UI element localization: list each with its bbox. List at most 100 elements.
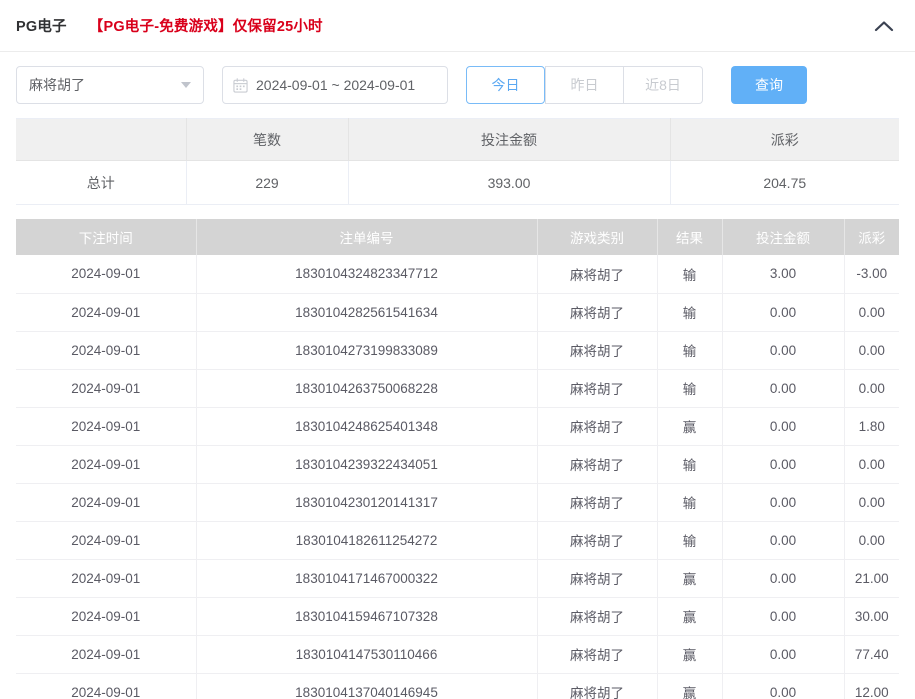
page-title: PG电子 [16,19,67,35]
cell-result: 赢 [657,597,723,636]
cell-category: 麻将胡了 [537,483,658,522]
table-row[interactable]: 2024-09-01 1830104159467107328 麻将胡了赢 0.00 30… [16,597,899,636]
cell-category: 麻将胡了 [537,255,658,294]
cell-category: 麻将胡了 [537,293,658,332]
table-row[interactable]: 2024-09-01 1830104248625401348 麻将胡了赢 0.00 1.… [16,407,899,446]
cell-payout: 0.00 [844,521,899,560]
cell-payout: 1.80 [844,407,899,446]
cell-payout: 21.00 [844,559,899,598]
cell-time: 2024-09-01 [16,331,197,370]
cell-bet: 0.00 [722,673,845,699]
cell-category: 麻将胡了 [537,331,658,370]
cell-bet: 0.00 [722,331,845,370]
query-button[interactable]: 查询 [731,66,807,104]
cell-category: 麻将胡了 [537,559,658,598]
cell-payout: -3.00 [844,255,899,294]
cell-bet: 0.00 [722,635,845,674]
summary-col-blank [16,118,187,161]
cell-order[interactable]: 1830104159467107328 [196,597,538,636]
range-button-yesterday[interactable]: 昨日 [545,66,624,104]
cell-order[interactable]: 1830104263750068228 [196,369,538,408]
range-button-last8days[interactable]: 近8日 [624,66,703,104]
cell-result: 输 [657,521,723,560]
cell-category: 麻将胡了 [537,673,658,699]
cell-category: 麻将胡了 [537,445,658,484]
summary-total-label: 总计 [16,160,187,205]
cell-order[interactable]: 1830104239322434051 [196,445,538,484]
cell-order[interactable]: 1830104273199833089 [196,331,538,370]
summary-total-count: 229 [186,160,349,205]
summary-total-row: 总计 229 393.00 204.75 [16,160,899,205]
cell-time: 2024-09-01 [16,369,197,408]
summary-col-payout: 派彩 [670,118,899,161]
records-table: 下注时间 注单编号 游戏类别 结果 投注金额 派彩 2024-09-01 1830… [16,219,899,699]
cell-time: 2024-09-01 [16,293,197,332]
cell-time: 2024-09-01 [16,445,197,484]
table-row[interactable]: 2024-09-01 1830104230120141317 麻将胡了输 0.00 0.… [16,483,899,522]
summary-total-payout: 204.75 [670,160,899,205]
table-row[interactable]: 2024-09-01 1830104239322434051 麻将胡了输 0.00 0.… [16,445,899,484]
cell-order[interactable]: 1830104182611254272 [196,521,538,560]
table-row[interactable]: 2024-09-01 1830104282561541634 麻将胡了输 0.00 0.… [16,293,899,332]
cell-result: 输 [657,369,723,408]
cell-order[interactable]: 1830104324823347712 [196,255,538,294]
table-row[interactable]: 2024-09-01 1830104324823347712 麻将胡了输 3.00 -3… [16,255,899,294]
filter-bar: 麻将胡了 2024-09-01 ~ 2024-09-01 今日 昨日 近8日 查… [0,52,915,118]
chevron-up-icon[interactable] [869,11,899,41]
cell-order[interactable]: 1830104282561541634 [196,293,538,332]
date-range-value: 2024-09-01 ~ 2024-09-01 [256,77,416,93]
table-row[interactable]: 2024-09-01 1830104182611254272 麻将胡了输 0.00 0.… [16,521,899,560]
cell-time: 2024-09-01 [16,673,197,699]
chevron-down-icon [181,82,191,88]
summary-table: 笔数 投注金额 派彩 总计 229 393.00 204.75 [16,118,899,205]
summary-table-container: 笔数 投注金额 派彩 总计 229 393.00 204.75 [0,118,915,205]
summary-header-row: 笔数 投注金额 派彩 [16,118,899,161]
cell-payout: 77.40 [844,635,899,674]
range-button-today[interactable]: 今日 [466,66,545,104]
cell-bet: 0.00 [722,521,845,560]
cell-bet: 0.00 [722,559,845,598]
cell-order[interactable]: 1830104147530110466 [196,635,538,674]
cell-time: 2024-09-01 [16,521,197,560]
records-col-category[interactable]: 游戏类别 [537,219,658,255]
date-range-picker[interactable]: 2024-09-01 ~ 2024-09-01 [222,66,448,104]
cell-result: 赢 [657,407,723,446]
cell-payout: 0.00 [844,293,899,332]
cell-result: 输 [657,293,723,332]
cell-order[interactable]: 1830104248625401348 [196,407,538,446]
table-row[interactable]: 2024-09-01 1830104171467000322 麻将胡了赢 0.00 21… [16,559,899,598]
records-col-order[interactable]: 注单编号 [196,219,538,255]
cell-order[interactable]: 1830104137040146945 [196,673,538,699]
cell-payout: 0.00 [844,331,899,370]
table-row[interactable]: 2024-09-01 1830104137040146945 麻将胡了赢 0.00 12… [16,673,899,699]
cell-time: 2024-09-01 [16,483,197,522]
summary-col-bet-amount: 投注金额 [348,118,671,161]
cell-bet: 0.00 [722,483,845,522]
cell-result: 赢 [657,635,723,674]
cell-time: 2024-09-01 [16,559,197,598]
cell-result: 输 [657,483,723,522]
cell-payout: 0.00 [844,445,899,484]
cell-bet: 0.00 [722,445,845,484]
cell-category: 麻将胡了 [537,635,658,674]
game-select-value: 麻将胡了 [29,77,85,93]
cell-time: 2024-09-01 [16,635,197,674]
records-col-time[interactable]: 下注时间 [16,219,197,255]
cell-result: 输 [657,255,723,294]
records-col-bet[interactable]: 投注金额 [722,219,845,255]
cell-time: 2024-09-01 [16,255,197,294]
cell-order[interactable]: 1830104230120141317 [196,483,538,522]
table-row[interactable]: 2024-09-01 1830104273199833089 麻将胡了输 0.00 0.… [16,331,899,370]
cell-payout: 0.00 [844,483,899,522]
records-col-payout[interactable]: 派彩 [844,219,899,255]
table-row[interactable]: 2024-09-01 1830104147530110466 麻将胡了赢 0.00 77… [16,635,899,674]
cell-order[interactable]: 1830104171467000322 [196,559,538,598]
cell-result: 输 [657,445,723,484]
table-row[interactable]: 2024-09-01 1830104263750068228 麻将胡了输 0.00 0.… [16,369,899,408]
game-select[interactable]: 麻将胡了 [16,66,204,104]
cell-category: 麻将胡了 [537,521,658,560]
cell-category: 麻将胡了 [537,369,658,408]
cell-result: 赢 [657,673,723,699]
cell-bet: 0.00 [722,293,845,332]
records-col-result[interactable]: 结果 [657,219,723,255]
